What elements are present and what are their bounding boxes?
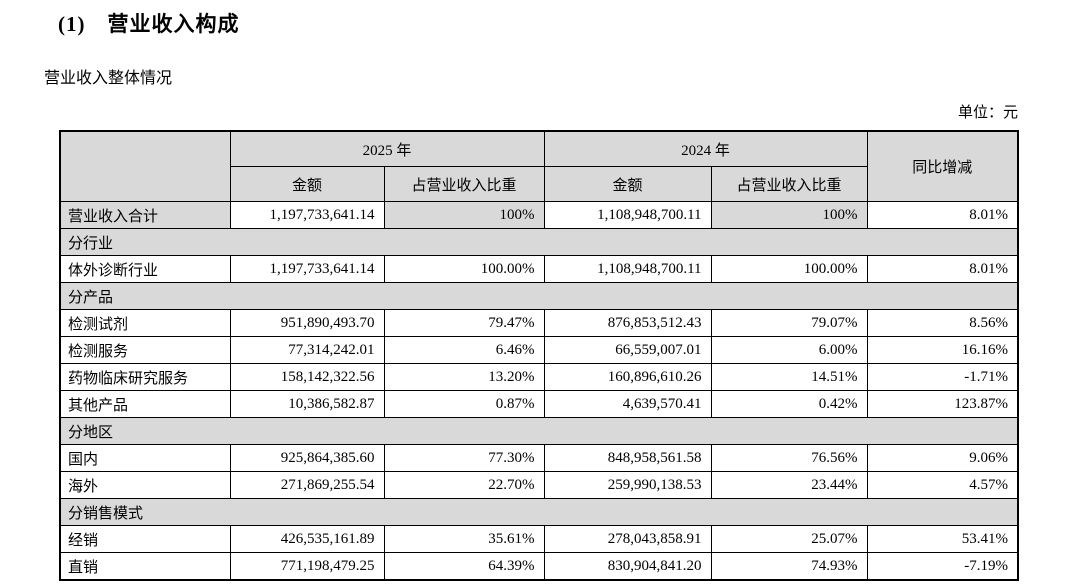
amount-2024-cell: 1,108,948,700.11 [543,255,712,283]
ratio-2024-cell: 25.07% [710,525,868,553]
ratio-2025-cell: 100.00% [383,255,545,283]
amount-2024-cell: 160,896,610.26 [543,363,712,391]
corner-cell [59,130,231,202]
section-label-cell: 分销售模式 [59,498,1019,526]
ratio-2025-cell: 100% [383,201,545,229]
ratio-2024-cell: 6.00% [710,336,868,364]
amount-2024-cell: 848,958,561.58 [543,444,712,472]
table-row: 其他产品 10,386,582.87 0.87% 4,639,570.41 0.… [59,390,1019,418]
row-label-cell: 检测试剂 [59,309,231,337]
table-row-total: 营业收入合计 1,197,733,641.14 100% 1,108,948,7… [59,201,1019,229]
amount-2025-cell: 771,198,479.25 [229,552,385,581]
table-row: 国内 925,864,385.60 77.30% 848,958,561.58 … [59,444,1019,472]
ratio-2024-cell: 74.93% [710,552,868,581]
ratio-2024-cell: 100.00% [710,255,868,283]
amount-2024-cell: 830,904,841.20 [543,552,712,581]
yoy-cell: 8.01% [866,201,1019,229]
ratio-2024-cell: 76.56% [710,444,868,472]
col-header-ratio-2024: 占营业收入比重 [710,166,868,202]
amount-2025-cell: 158,142,322.56 [229,363,385,391]
row-label-cell: 直销 [59,552,231,581]
yoy-cell: -1.71% [866,363,1019,391]
yoy-cell: 8.01% [866,255,1019,283]
yoy-cell: 8.56% [866,309,1019,337]
yoy-cell: 4.57% [866,471,1019,499]
amount-2024-cell: 1,108,948,700.11 [543,201,712,229]
yoy-cell: -7.19% [866,552,1019,581]
row-label-cell: 海外 [59,471,231,499]
amount-2025-cell: 1,197,733,641.14 [229,255,385,283]
ratio-2024-cell: 23.44% [710,471,868,499]
col-header-ratio-2025: 占营业收入比重 [383,166,545,202]
ratio-2025-cell: 13.20% [383,363,545,391]
amount-2025-cell: 271,869,255.54 [229,471,385,499]
yoy-cell: 9.06% [866,444,1019,472]
ratio-2025-cell: 64.39% [383,552,545,581]
col-header-yoy: 同比增减 [866,130,1019,202]
ratio-2025-cell: 77.30% [383,444,545,472]
row-label-cell: 检测服务 [59,336,231,364]
col-group-2024: 2024 年 [543,130,868,167]
table-row: 经销 426,535,161.89 35.61% 278,043,858.91 … [59,525,1019,553]
section-row-region: 分地区 [59,417,1019,445]
table-row: 检测服务 77,314,242.01 6.46% 66,559,007.01 6… [59,336,1019,364]
section-label-cell: 分行业 [59,228,1019,256]
amount-2024-cell: 876,853,512.43 [543,309,712,337]
ratio-2024-cell: 0.42% [710,390,868,418]
revenue-composition-table: 2025 年 2024 年 同比增减 金额 占营业收入比重 金额 占营业收入比重… [59,130,1020,581]
amount-2025-cell: 77,314,242.01 [229,336,385,364]
table-row: 体外诊断行业 1,197,733,641.14 100.00% 1,108,94… [59,255,1019,283]
ratio-2024-cell: 100% [710,201,868,229]
row-label-cell: 体外诊断行业 [59,255,231,283]
amount-2025-cell: 925,864,385.60 [229,444,385,472]
ratio-2024-cell: 79.07% [710,309,868,337]
section-heading: (1) 营业收入构成 [58,12,240,36]
header-row-years: 2025 年 2024 年 同比增减 [59,130,1019,202]
table-row: 海外 271,869,255.54 22.70% 259,990,138.53 … [59,471,1019,499]
section-row-product: 分产品 [59,282,1019,310]
col-header-amount-2025: 金额 [229,166,385,202]
section-label-cell: 分地区 [59,417,1019,445]
ratio-2025-cell: 6.46% [383,336,545,364]
ratio-2024-cell: 14.51% [710,363,868,391]
amount-2024-cell: 4,639,570.41 [543,390,712,418]
col-header-amount-2024: 金额 [543,166,712,202]
section-label-cell: 分产品 [59,282,1019,310]
table-row: 药物临床研究服务 158,142,322.56 13.20% 160,896,6… [59,363,1019,391]
table-caption: 营业收入整体情况 [44,70,173,87]
ratio-2025-cell: 0.87% [383,390,545,418]
table-row: 检测试剂 951,890,493.70 79.47% 876,853,512.4… [59,309,1019,337]
yoy-cell: 123.87% [866,390,1019,418]
amount-2025-cell: 1,197,733,641.14 [229,201,385,229]
amount-2025-cell: 426,535,161.89 [229,525,385,553]
header-row-measures: 金额 占营业收入比重 金额 占营业收入比重 [60,166,1018,202]
row-label-cell: 营业收入合计 [59,201,231,229]
unit-label: 单位：元 [957,105,1018,121]
amount-2024-cell: 259,990,138.53 [543,471,712,499]
amount-2025-cell: 10,386,582.87 [229,390,385,418]
table-row: 直销 771,198,479.25 64.39% 830,904,841.20 … [59,552,1019,581]
ratio-2025-cell: 22.70% [383,471,545,499]
row-label-cell: 国内 [59,444,231,472]
row-label-cell: 药物临床研究服务 [59,363,231,391]
yoy-cell: 16.16% [866,336,1019,364]
row-label-cell: 其他产品 [59,390,231,418]
section-row-sales-mode: 分销售模式 [59,498,1019,526]
col-group-2025: 2025 年 [229,130,545,167]
ratio-2025-cell: 79.47% [383,309,545,337]
amount-2025-cell: 951,890,493.70 [229,309,385,337]
amount-2024-cell: 278,043,858.91 [543,525,712,553]
ratio-2025-cell: 35.61% [383,525,545,553]
yoy-cell: 53.41% [866,525,1019,553]
document-page: (1) 营业收入构成 营业收入整体情况 单位：元 2025 年 2024 年 同… [0,8,1068,585]
row-label-cell: 经销 [59,525,231,553]
amount-2024-cell: 66,559,007.01 [543,336,712,364]
section-row-industry: 分行业 [59,228,1019,256]
